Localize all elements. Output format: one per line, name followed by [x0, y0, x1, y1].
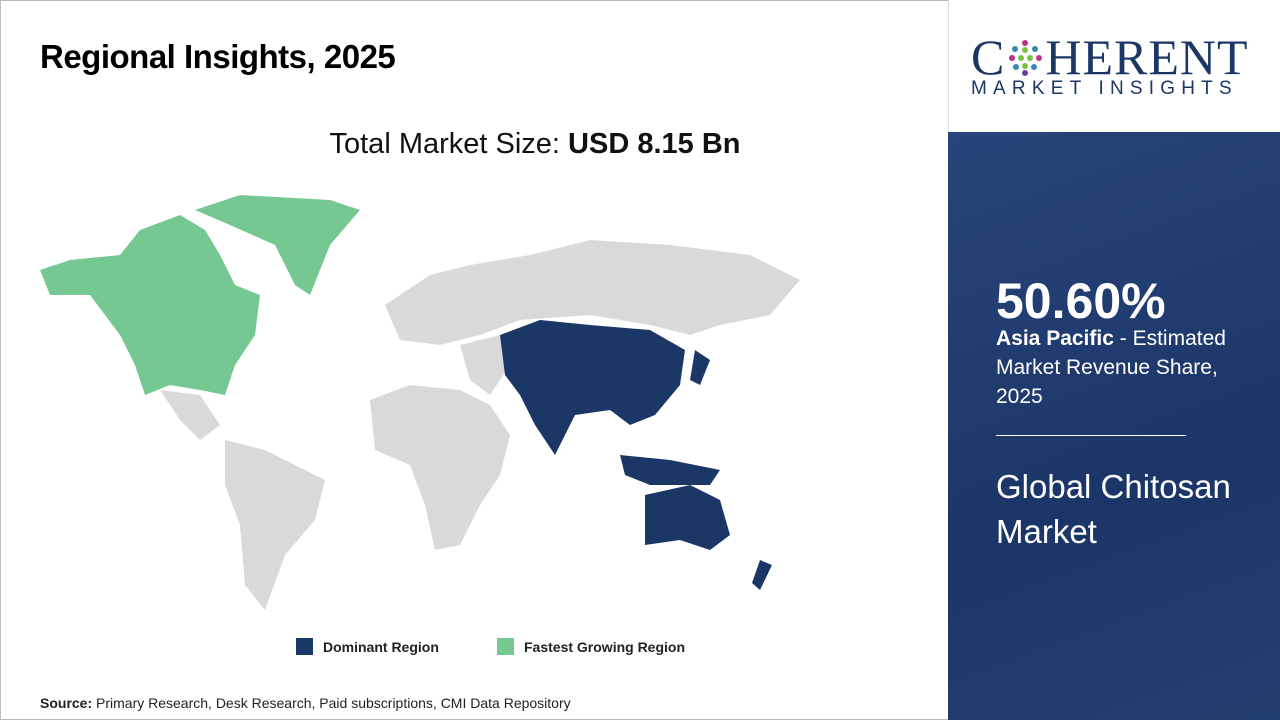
logo-wordmark: C HERENT: [971, 29, 1249, 85]
total-market-size: Total Market Size: USD 8.15 Bn: [0, 128, 1070, 161]
share-description: Asia Pacific - Estimated Market Revenue …: [996, 324, 1256, 411]
page-title: Regional Insights, 2025: [40, 38, 396, 75]
market-size-value: USD 8.15 Bn: [568, 128, 741, 160]
share-percent: 50.60%: [996, 273, 1166, 329]
market-size-label: Total Market Size:: [329, 128, 560, 160]
market-name: Global Chitosan Market: [996, 468, 1231, 550]
source-label: Source:: [40, 695, 93, 711]
source-note: Source: Primary Research, Desk Research,…: [40, 695, 571, 711]
globe-dots-icon: [1009, 40, 1043, 76]
legend-fastest: Fastest Growing Region: [497, 638, 685, 655]
fastest-swatch: [497, 638, 514, 655]
legend-label: Fastest Growing Region: [524, 638, 686, 655]
sidebar: C HERENT MARKET INSIGHTS 50.60% Asia Paci…: [948, 0, 1280, 720]
logo-tagline: MARKET INSIGHTS: [971, 78, 1238, 99]
asia-pacific-region: [500, 320, 772, 590]
divider: [996, 435, 1186, 436]
north-america-region: [40, 195, 360, 395]
region-name: Asia Pacific: [996, 327, 1114, 350]
highlight-panel: 50.60% Asia Pacific - Estimated Market R…: [948, 132, 1280, 720]
other-regions: [160, 240, 800, 610]
dominant-swatch: [296, 638, 313, 655]
share-desc-text: - Estimated Market Revenue Share, 2025: [996, 327, 1226, 408]
world-map: [40, 195, 800, 610]
legend-label: Dominant Region: [323, 638, 439, 655]
company-logo: C HERENT MARKET INSIGHTS: [948, 0, 1280, 132]
source-text: Primary Research, Desk Research, Paid su…: [96, 695, 571, 711]
legend-dominant: Dominant Region: [296, 638, 439, 655]
